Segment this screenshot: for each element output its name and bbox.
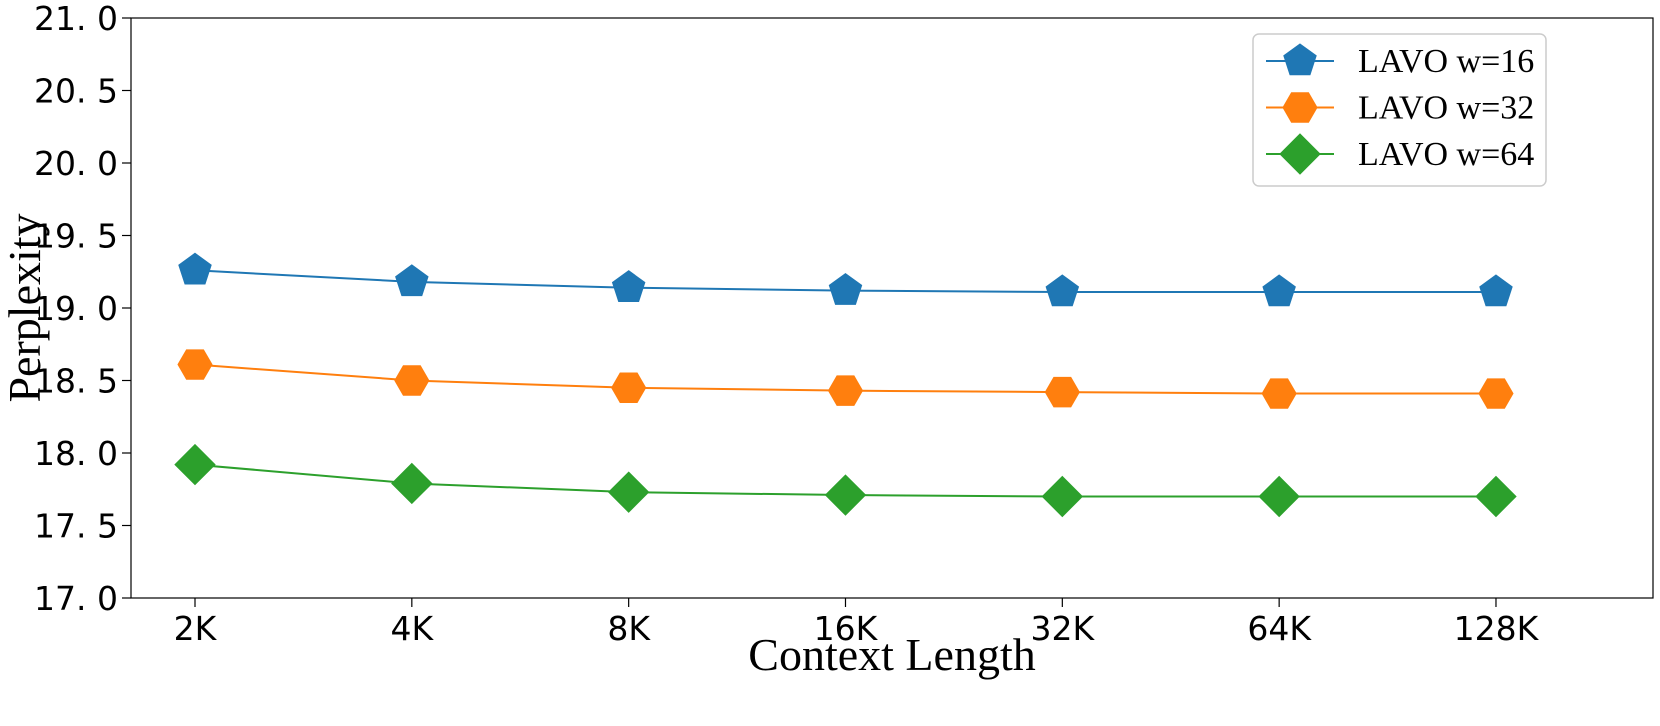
data-point xyxy=(1045,274,1080,307)
legend-entry: LAVO w=16 xyxy=(1266,43,1534,80)
data-point xyxy=(611,270,646,302)
legend-marker xyxy=(1282,92,1318,123)
data-point xyxy=(611,372,647,403)
x-tick-label: 16K xyxy=(814,609,879,648)
data-point xyxy=(827,375,864,406)
data-point xyxy=(1478,378,1514,409)
x-axis-title: Context Length xyxy=(748,629,1035,680)
legend-label: LAVO w=16 xyxy=(1358,43,1534,80)
legend-marker xyxy=(1283,43,1317,76)
series-2 xyxy=(177,349,1514,409)
x-tick-label: 64K xyxy=(1247,609,1312,648)
y-tick-label: 17. 0 xyxy=(34,579,118,618)
legend-entry: LAVO w=64 xyxy=(1266,133,1534,175)
y-tick-label: 21. 0 xyxy=(34,0,118,38)
series-layer xyxy=(174,252,1517,518)
x-tick-label: 4K xyxy=(391,609,435,648)
data-point xyxy=(178,252,212,285)
y-tick-label: 17. 5 xyxy=(34,507,118,546)
x-axis-ticks: 2K 4K 8K 16K 32K 64K 128K xyxy=(174,598,1540,648)
series-1 xyxy=(178,252,1513,307)
data-point xyxy=(824,474,867,516)
legend-label: LAVO w=32 xyxy=(1358,90,1534,127)
legend-entry: LAVO w=32 xyxy=(1266,90,1534,127)
y-tick-label: 19. 5 xyxy=(34,217,118,256)
data-point xyxy=(1261,378,1297,409)
data-point xyxy=(395,264,429,297)
y-tick-label: 20. 0 xyxy=(34,144,118,183)
data-point xyxy=(1041,475,1084,518)
y-tick-label: 20. 5 xyxy=(34,72,118,111)
y-tick-label: 18. 0 xyxy=(34,434,118,473)
x-tick-label: 32K xyxy=(1030,609,1095,648)
data-point xyxy=(1044,376,1080,408)
data-point xyxy=(828,272,863,305)
data-point xyxy=(1258,475,1300,518)
y-tick-label: 18. 5 xyxy=(34,362,118,401)
y-axis-title: Perplexity xyxy=(0,213,50,402)
data-point xyxy=(607,471,650,513)
x-tick-label: 2K xyxy=(174,609,218,648)
legend-frame xyxy=(1252,33,1547,187)
series-3 xyxy=(174,443,1517,518)
legend-label: LAVO w=64 xyxy=(1358,136,1534,173)
y-tick-label: 19. 0 xyxy=(34,289,118,328)
data-point xyxy=(177,349,213,380)
x-tick-label: 128K xyxy=(1454,609,1540,648)
data-point xyxy=(1479,274,1513,307)
legend: LAVO w=16 LAVO w=32 LAVO w=64 xyxy=(1252,33,1547,187)
y-axis-ticks: 17. 0 17. 5 18. 0 18. 5 19. 0 19. 5 20. 0 20. 5… xyxy=(34,0,131,618)
legend-marker xyxy=(1279,133,1321,175)
data-point xyxy=(1262,274,1296,307)
data-point xyxy=(1475,475,1517,518)
data-point xyxy=(391,462,433,505)
x-tick-label: 8K xyxy=(607,609,651,648)
data-point xyxy=(174,443,216,486)
data-point xyxy=(394,365,430,396)
